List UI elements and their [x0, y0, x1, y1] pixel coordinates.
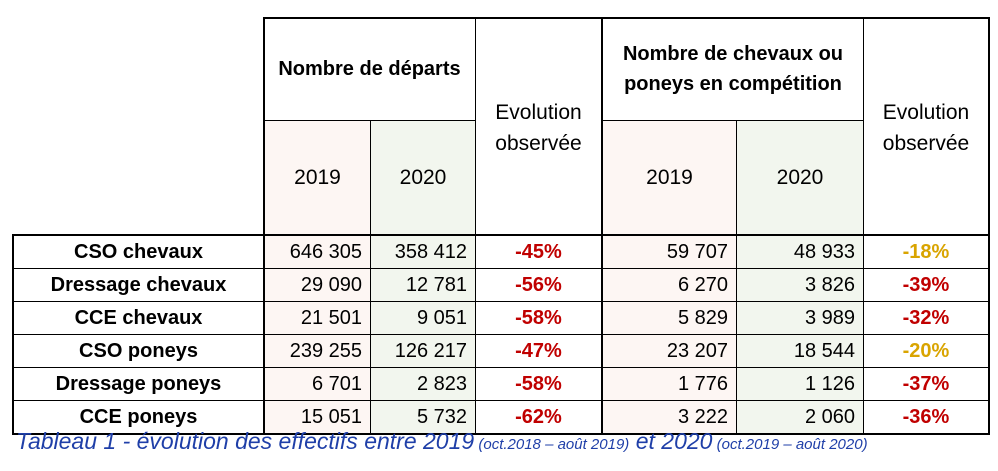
- grid-line: [264, 17, 990, 19]
- cell-dep2019: 21 501: [265, 302, 370, 334]
- cell-label: CSO chevaux: [74, 241, 203, 263]
- cell-ch2019: 1 776: [603, 368, 736, 400]
- evolution-line1: Evolution: [882, 100, 970, 124]
- cell-ch2019: 59 707: [603, 236, 736, 268]
- cell-ch2020: 48 933: [737, 236, 863, 268]
- grid-line: [475, 17, 476, 435]
- cell-ch2020: 1 126: [737, 368, 863, 400]
- cell-label: Dressage poneys: [55, 373, 222, 395]
- header-departs: Nombre de départs: [264, 18, 475, 120]
- grid-line: [263, 17, 265, 435]
- grid-line: [264, 120, 475, 121]
- cell-evo1: -56%: [515, 274, 562, 296]
- header-chevaux-line1: Nombre de chevaux ou: [622, 43, 844, 65]
- year-label: 2020: [399, 165, 447, 189]
- table-caption: Tableau 1 - évolution des effectifs entr…: [16, 428, 868, 455]
- caption-main-2: et 2020: [629, 428, 713, 454]
- cell-label: Dressage chevaux: [50, 274, 227, 296]
- cell-evo2: -20%: [902, 340, 950, 362]
- header-chevaux: Nombre de chevaux ou poneys en compétiti…: [602, 18, 864, 120]
- grid-line: [12, 334, 990, 335]
- cell-evo2: -32%: [902, 307, 950, 329]
- cell-evo1: -62%: [515, 406, 562, 428]
- grid-line: [12, 268, 990, 269]
- cell-dep2020: 126 217: [371, 335, 475, 367]
- year-label: 2019: [294, 165, 341, 189]
- grid-line: [12, 234, 990, 236]
- cell-ch2020: 3 826: [737, 269, 863, 301]
- year-departs-2020: 2020: [371, 121, 475, 234]
- cell-evo2: -37%: [902, 373, 950, 395]
- caption-period-2: (oct.2019 – août 2020): [712, 436, 868, 453]
- evolution-line2: observée: [495, 132, 582, 155]
- grid-line: [863, 17, 864, 435]
- grid-line: [736, 120, 737, 435]
- cell-evo2: -39%: [902, 274, 950, 296]
- cell-ch2020: 18 544: [737, 335, 863, 367]
- year-chevaux-2020: 2020: [737, 121, 863, 234]
- grid-line: [12, 301, 990, 302]
- grid-line: [601, 17, 603, 435]
- cell-dep2020: 2 823: [371, 368, 475, 400]
- cell-ch2020: 3 989: [737, 302, 863, 334]
- cell-label: CSO poneys: [79, 340, 198, 362]
- cell-label: CCE chevaux: [74, 307, 203, 329]
- cell-dep2020: 5 732: [371, 401, 475, 433]
- cell-evo1: -58%: [515, 307, 562, 329]
- cell-evo1: -58%: [515, 373, 562, 395]
- cell-label: CCE poneys: [79, 406, 198, 428]
- header-evolution-departs: Evolution observée: [476, 88, 601, 168]
- year-chevaux-2019: 2019: [603, 121, 736, 234]
- cell-dep2019: 239 255: [265, 335, 370, 367]
- cell-ch2020: 2 060: [737, 401, 863, 433]
- cell-dep2020: 358 412: [371, 236, 475, 268]
- evolution-line2: observée: [882, 132, 970, 155]
- year-departs-2019: 2019: [265, 121, 370, 234]
- grid-line: [12, 433, 990, 435]
- cell-evo2: -18%: [902, 241, 950, 263]
- cell-evo1: -45%: [515, 241, 562, 263]
- cell-evo1: -47%: [515, 340, 562, 362]
- header-evolution-chevaux: Evolution observée: [864, 88, 988, 168]
- cell-dep2019: 29 090: [265, 269, 370, 301]
- grid-line: [370, 120, 371, 435]
- cell-dep2019: 6 701: [265, 368, 370, 400]
- caption-main-1: Tableau 1 - évolution des effectifs entr…: [16, 428, 475, 454]
- grid-line: [12, 400, 990, 401]
- year-label: 2020: [776, 165, 824, 189]
- cell-ch2019: 6 270: [603, 269, 736, 301]
- header-chevaux-line2: poneys en compétition: [624, 73, 842, 95]
- header-departs-label: Nombre de départs: [278, 58, 461, 80]
- cell-dep2020: 9 051: [371, 302, 475, 334]
- cell-ch2019: 3 222: [603, 401, 736, 433]
- grid-line: [602, 120, 864, 121]
- cell-ch2019: 5 829: [603, 302, 736, 334]
- grid-line: [988, 17, 990, 435]
- cell-dep2020: 12 781: [371, 269, 475, 301]
- cell-ch2019: 23 207: [603, 335, 736, 367]
- evolution-line1: Evolution: [495, 100, 582, 124]
- cell-evo2: -36%: [902, 406, 950, 428]
- grid-line: [12, 367, 990, 368]
- cell-dep2019: 646 305: [265, 236, 370, 268]
- cell-dep2019: 15 051: [265, 401, 370, 433]
- year-label: 2019: [646, 165, 693, 189]
- caption-period-1: (oct.2018 – août 2019): [474, 436, 630, 453]
